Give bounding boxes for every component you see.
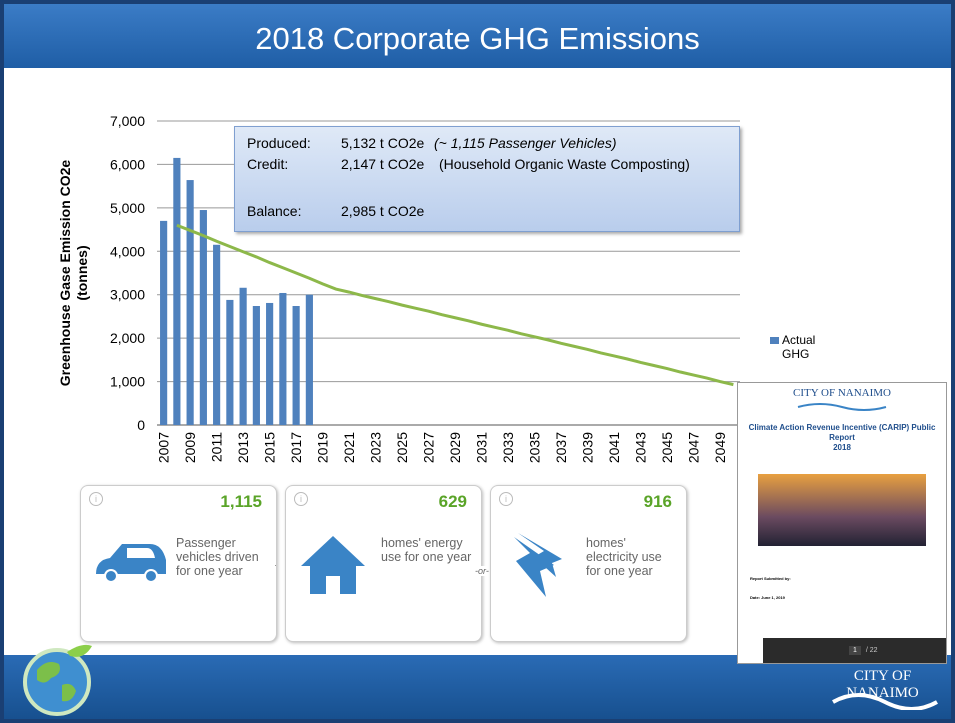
report-photo bbox=[758, 474, 926, 546]
x-tick-label: 2039 bbox=[580, 432, 596, 463]
bar bbox=[279, 292, 287, 425]
x-tick-label: 2033 bbox=[500, 432, 516, 463]
header: 2018 Corporate GHG Emissions bbox=[4, 4, 951, 68]
trend-line bbox=[176, 223, 734, 387]
report-submitted: Report Submitted by: bbox=[750, 576, 791, 581]
x-tick-label: 2019 bbox=[315, 432, 331, 463]
slide-title: 2018 Corporate GHG Emissions bbox=[255, 21, 700, 56]
x-tick-label: 2017 bbox=[288, 432, 304, 463]
summary-value: 2,147 t CO2e bbox=[341, 156, 425, 172]
x-tick-label: 2035 bbox=[527, 432, 543, 463]
equivalent-card: i 629 homes' energy use for one year bbox=[285, 485, 482, 642]
bar bbox=[186, 180, 194, 425]
bar bbox=[292, 306, 300, 425]
equivalent-text: Passenger vehicles driven for one year bbox=[176, 536, 259, 578]
chart: 0 1,000 2,000 3,000 4,000 5,000 6,000 7,000 Gree… bbox=[57, 113, 740, 463]
y-tick-label: 4,000 bbox=[110, 243, 145, 259]
bar bbox=[173, 157, 181, 425]
bar bbox=[199, 210, 207, 425]
equivalent-card: i 916 homes' electricity use for one yea… bbox=[490, 485, 687, 642]
legend-item: Actual GHG bbox=[770, 333, 830, 361]
y-axis-title-line: (tonnes) bbox=[74, 245, 90, 300]
legend: Actual GHG bbox=[770, 333, 830, 361]
pdf-toolbar[interactable]: 1 / 22 bbox=[763, 638, 946, 663]
bolt-icon bbox=[514, 533, 562, 597]
summary-label: Balance: bbox=[247, 203, 302, 219]
info-icon: i bbox=[89, 492, 103, 506]
summary-note: (~ 1,115 Passenger Vehicles) bbox=[434, 135, 617, 151]
x-tick-label: 2047 bbox=[686, 432, 702, 463]
y-tick-label: 5,000 bbox=[110, 200, 145, 216]
bar bbox=[239, 287, 247, 425]
y-axis-title-line: Greenhouse Gase Emission CO2e bbox=[57, 160, 73, 387]
summary-note: (Household Organic Waste Composting) bbox=[439, 156, 690, 172]
report-preview: CITY OF NANAIMO Climate Action Revenue I… bbox=[737, 382, 947, 664]
logo-waves bbox=[832, 693, 938, 710]
report-date: Date: June 1, 2019 bbox=[750, 595, 785, 600]
equivalent-number: 916 bbox=[643, 492, 672, 511]
summary-box: Produced: 5,132 t CO2e (~ 1,115 Passenger … bbox=[234, 126, 740, 232]
x-tick-label: 2021 bbox=[341, 432, 357, 463]
bar bbox=[160, 220, 168, 425]
bar bbox=[266, 302, 274, 425]
x-tick-label: 2049 bbox=[712, 432, 728, 463]
y-tick-label: 7,000 bbox=[110, 113, 145, 129]
globe-icon bbox=[23, 644, 92, 716]
car-icon bbox=[96, 544, 166, 583]
summary-value: 2,985 t CO2e bbox=[341, 203, 425, 219]
x-tick-label: 2037 bbox=[553, 432, 569, 463]
summary-label: Produced: bbox=[247, 135, 311, 151]
equivalent-text: homes' energy use for one year bbox=[381, 536, 472, 564]
report-waves bbox=[797, 403, 887, 411]
equivalent-card: i 1,115 Passenger vehicles driven for on… bbox=[80, 485, 277, 642]
x-tick-label: 2041 bbox=[606, 432, 622, 463]
x-tick-label: 2007 bbox=[156, 432, 172, 463]
page-count: / 22 bbox=[865, 647, 878, 654]
report-title: Climate Action Revenue Incentive (CARIP)… bbox=[748, 423, 936, 442]
equivalent-number: 629 bbox=[438, 492, 467, 511]
legend-label: Actual GHG bbox=[782, 333, 816, 361]
report-year: 2018 bbox=[833, 443, 851, 452]
x-tick-label: 2045 bbox=[659, 432, 675, 463]
report-org: CITY OF NANAIMO bbox=[793, 387, 891, 399]
page-number[interactable]: 1 bbox=[849, 646, 861, 655]
bar bbox=[226, 299, 234, 425]
legend-swatch bbox=[770, 337, 779, 344]
x-tick-label: 2029 bbox=[447, 432, 463, 463]
house-icon bbox=[301, 536, 365, 594]
y-tick-label: 3,000 bbox=[110, 287, 145, 303]
y-tick-label: 0 bbox=[137, 417, 145, 433]
bar bbox=[252, 306, 260, 425]
info-icon: i bbox=[499, 492, 513, 506]
x-tick-label: 2013 bbox=[235, 432, 251, 463]
y-tick-label: 1,000 bbox=[110, 374, 145, 390]
y-axis-title: Greenhouse Gase Emission CO2e(tonnes) bbox=[57, 160, 90, 387]
equivalent-text: homes' electricity use for one year bbox=[586, 536, 662, 578]
equivalent-number: 1,115 bbox=[220, 492, 262, 511]
info-icon: i bbox=[294, 492, 308, 506]
x-tick-label: 2027 bbox=[421, 432, 437, 463]
bar bbox=[305, 294, 313, 425]
y-tick-label: 6,000 bbox=[110, 156, 145, 172]
separator: · bbox=[274, 560, 277, 570]
x-tick-label: 2009 bbox=[182, 432, 198, 463]
separator: -or- bbox=[475, 566, 489, 576]
x-tick-label: 2023 bbox=[368, 432, 384, 463]
x-tick-label: 2031 bbox=[474, 432, 490, 463]
x-tick-label: 2011 bbox=[209, 432, 225, 462]
x-tick-label: 2015 bbox=[262, 432, 278, 463]
summary-label: Credit: bbox=[247, 156, 289, 172]
summary-value: 5,132 t CO2e bbox=[341, 135, 425, 151]
x-tick-label: 2043 bbox=[633, 432, 649, 463]
x-tick-label: 2025 bbox=[394, 432, 410, 463]
bar bbox=[213, 244, 221, 425]
y-tick-label: 2,000 bbox=[110, 330, 145, 346]
footer bbox=[4, 655, 951, 719]
